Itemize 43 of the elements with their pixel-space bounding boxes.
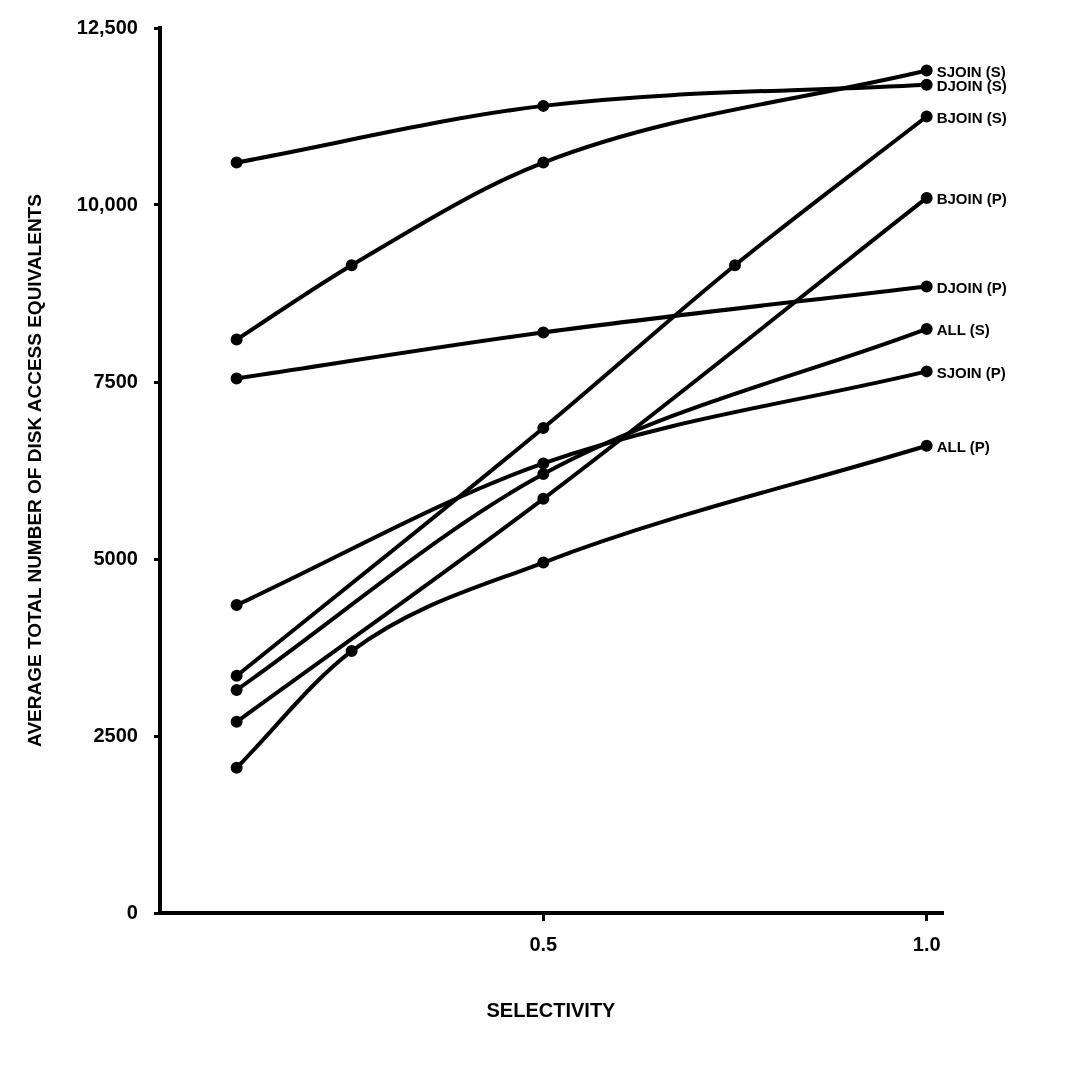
point: [230, 761, 243, 774]
point: [728, 259, 741, 272]
point: [537, 156, 550, 169]
point: [230, 683, 243, 696]
series-label: BJOIN (S): [936, 108, 1007, 126]
series-label: ALL (S): [936, 321, 990, 339]
y-axis-title: AVERAGE TOTAL NUMBER OF DISK ACCESS EQUIVALENTS: [23, 194, 45, 747]
point: [230, 669, 243, 682]
x-tick-label: 0.5: [529, 932, 558, 955]
point: [920, 439, 933, 452]
y-tick-label: 10,000: [76, 192, 138, 215]
point: [537, 326, 550, 339]
point: [920, 64, 933, 77]
x-axis-title: SELECTIVITY: [486, 998, 617, 1021]
point: [537, 556, 550, 569]
point: [920, 191, 933, 204]
point: [230, 372, 243, 385]
y-tick-label: 12,500: [76, 15, 138, 38]
point: [230, 715, 243, 728]
y-tick-label: 7500: [93, 369, 138, 392]
point: [345, 259, 358, 272]
y-tick-label: 5000: [93, 546, 138, 569]
point: [920, 322, 933, 335]
point: [230, 599, 243, 612]
point: [920, 280, 933, 293]
series-label: SJOIN (P): [936, 363, 1006, 381]
point: [537, 99, 550, 112]
series-label: BJOIN (P): [936, 190, 1007, 208]
y-tick-label: 0: [126, 900, 138, 923]
point: [345, 645, 358, 658]
point: [920, 365, 933, 378]
point: [537, 492, 550, 505]
point: [537, 468, 550, 481]
series-label: ALL (P): [936, 437, 990, 455]
point: [537, 422, 550, 435]
point: [920, 78, 933, 91]
y-tick-label: 2500: [93, 723, 138, 746]
point: [920, 110, 933, 123]
x-tick-label: 1.0: [912, 932, 941, 955]
point: [230, 333, 243, 346]
series-label: DJOIN (P): [936, 278, 1007, 296]
point: [537, 457, 550, 470]
point: [230, 156, 243, 169]
